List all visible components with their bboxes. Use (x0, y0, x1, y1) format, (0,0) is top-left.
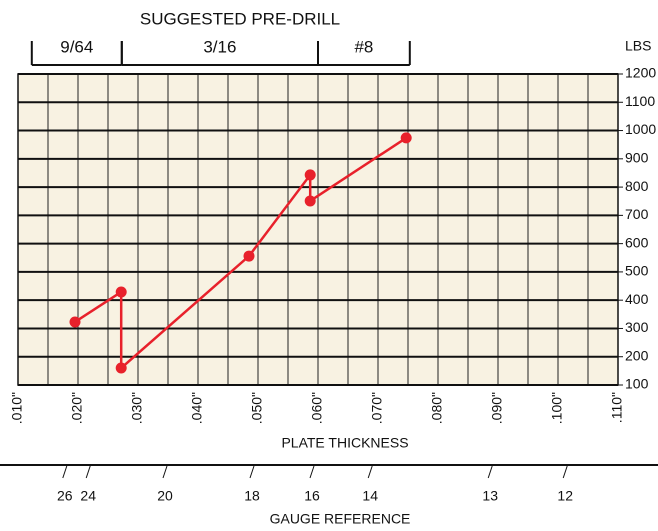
gauge-tick (162, 465, 168, 479)
y-tick-label: 900 (625, 150, 649, 166)
data-point (243, 250, 255, 262)
gauge-label: 12 (557, 488, 573, 504)
x-tick-label: .090" (489, 392, 505, 424)
gauge-tick (85, 465, 91, 479)
y-tick-label: 600 (625, 234, 649, 250)
gauge-tick (562, 465, 568, 479)
y-tick-label: 1000 (625, 121, 656, 137)
data-point (115, 362, 127, 374)
gauge-tick (367, 465, 373, 479)
gauge-tick (249, 465, 255, 479)
plot-border (17, 73, 619, 386)
pre-drill-label: #8 (354, 37, 373, 56)
gauge-tick (487, 465, 493, 479)
y-tick-label: 400 (625, 291, 649, 307)
x-tick-label: .010" (9, 392, 25, 424)
x-tick-label: .080" (429, 392, 445, 424)
x-tick-label: .050" (249, 392, 265, 424)
gauge-label: 13 (482, 488, 498, 504)
chart-title: SUGGESTED PRE-DRILL (140, 9, 340, 28)
pre-drill-label: 3/16 (203, 37, 236, 56)
x-tick-label: .110" (609, 392, 625, 423)
gauge-label: 24 (80, 488, 96, 504)
y-tick-label: 100 (625, 376, 649, 392)
y-tick-label: 1200 (625, 65, 656, 81)
data-point (400, 132, 412, 144)
gauge-tick (62, 465, 68, 479)
x-tick-label: .040" (189, 392, 205, 424)
y-tick-label: 500 (625, 263, 649, 279)
gauge-tick (309, 465, 315, 479)
gauge-label: 14 (362, 488, 378, 504)
data-point (115, 286, 127, 298)
x-axis-label: PLATE THICKNESS (281, 435, 408, 451)
x-tick-label: .070" (369, 392, 385, 424)
y-tick-label: 700 (625, 206, 649, 222)
gauge-label: 18 (244, 488, 260, 504)
pre-drill-label: 9/64 (60, 37, 93, 56)
gauge-label: 26 (57, 488, 73, 504)
data-point (304, 169, 316, 181)
y-tick-label: 1100 (625, 93, 655, 109)
x-tick-label: .100" (549, 392, 565, 424)
x-tick-label: .060" (309, 392, 325, 424)
data-point (69, 316, 81, 328)
y-axis-label: LBS (625, 38, 651, 54)
gauge-label: 20 (157, 488, 173, 504)
data-point (304, 195, 316, 207)
gauge-axis-label: GAUGE REFERENCE (270, 511, 411, 527)
x-tick-label: .020" (69, 392, 85, 424)
gauge-label: 16 (304, 488, 320, 504)
y-tick-label: 800 (625, 178, 649, 194)
y-tick-label: 300 (625, 319, 649, 335)
y-tick-label: 200 (625, 347, 649, 363)
x-tick-label: .030" (129, 392, 145, 424)
